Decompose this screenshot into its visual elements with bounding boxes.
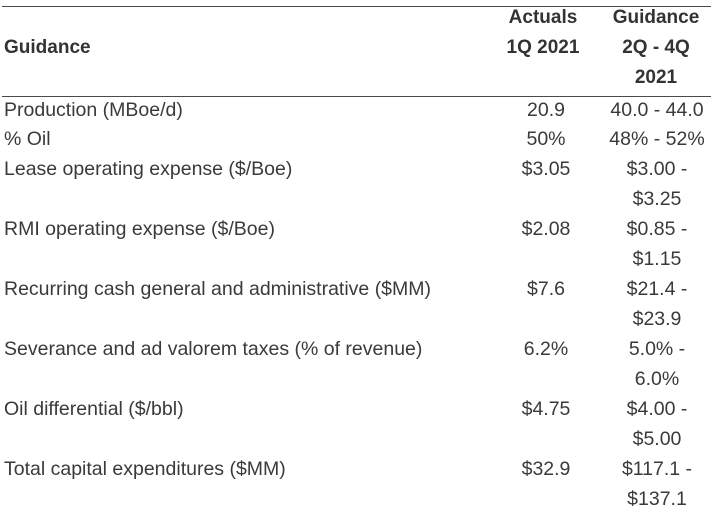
row-actual: $4.75: [521, 398, 571, 420]
row-guidance-line1: 5.0% -: [628, 338, 686, 360]
row-guidance-line1: $117.1 -: [621, 458, 693, 480]
row-guidance: 40.0 - 44.0: [610, 99, 704, 121]
row-guidance: 48% - 52%: [609, 128, 705, 150]
guidance-header-line3: 2021: [634, 67, 678, 88]
actuals-header-line1: Actuals: [508, 7, 578, 28]
table-title: Guidance: [4, 37, 91, 58]
row-guidance-line2: $137.1: [627, 488, 687, 510]
guidance-header-line1: Guidance: [612, 7, 700, 28]
row-label: Severance and ad valorem taxes (% of rev…: [4, 338, 423, 360]
guidance-header-line2: 2Q - 4Q: [622, 37, 690, 58]
row-guidance-line2: $3.25: [632, 188, 682, 210]
header-rule: [2, 96, 711, 97]
row-label: RMI operating expense ($/Boe): [4, 218, 275, 240]
row-label: Oil differential ($/bbl): [4, 398, 184, 420]
row-actual: $7.6: [527, 278, 565, 300]
row-actual: $32.9: [521, 458, 571, 480]
row-guidance-line1: $3.00 -: [626, 158, 688, 180]
row-label: Lease operating expense ($/Boe): [4, 158, 293, 180]
row-guidance-line1: $0.85 -: [626, 218, 688, 240]
row-guidance-line2: $1.15: [632, 248, 682, 270]
row-label: Recurring cash general and administrativ…: [4, 278, 432, 300]
row-actual: $2.08: [521, 218, 571, 240]
row-guidance-line2: $5.00: [632, 428, 682, 450]
row-actual: 6.2%: [523, 338, 569, 360]
actuals-header-line2: 1Q 2021: [506, 37, 580, 58]
row-guidance-line1: $21.4 -: [626, 278, 688, 300]
row-actual: $3.05: [521, 158, 571, 180]
top-rule: [2, 6, 711, 7]
row-guidance-line1: $4.00 -: [626, 398, 688, 420]
row-actual: 20.9: [527, 99, 565, 121]
row-guidance-line2: $23.9: [632, 308, 682, 330]
row-label: Total capital expenditures ($MM): [4, 458, 286, 480]
row-actual: 50%: [526, 128, 566, 150]
row-label: Production (MBoe/d): [4, 99, 183, 121]
row-label: % Oil: [4, 128, 51, 150]
row-guidance-line2: 6.0%: [634, 368, 680, 390]
